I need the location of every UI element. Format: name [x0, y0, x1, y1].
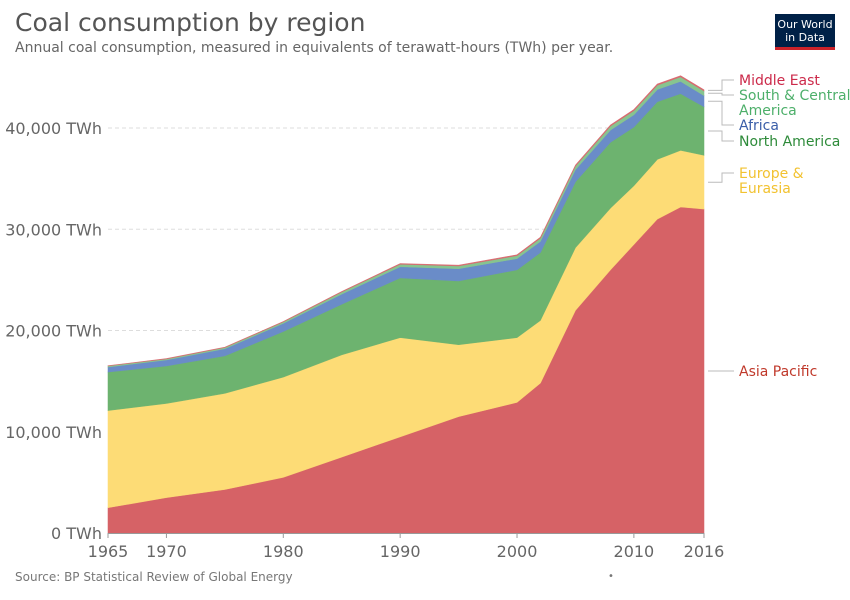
- series-label: Middle East: [739, 73, 820, 89]
- x-tick-label: 1990: [380, 542, 421, 561]
- series-area-middle-east: [107, 75, 705, 367]
- chart-subtitle: Annual coal consumption, measured in equ…: [15, 40, 614, 56]
- x-tick-label: 2016: [684, 542, 725, 561]
- y-tick-label: 10,000 TWh: [5, 423, 102, 442]
- y-tick-label: 40,000 TWh: [5, 119, 102, 138]
- series-label: North America: [739, 134, 840, 150]
- x-tick-label: 1970: [146, 542, 187, 561]
- series-label-line: Asia Pacific: [739, 364, 817, 380]
- label-leader-line: [708, 92, 734, 96]
- y-tick-label: 0 TWh: [51, 524, 102, 543]
- label-leader-line: [708, 79, 734, 91]
- y-tick-label: 30,000 TWh: [5, 220, 102, 239]
- series-label: South & Central America: [739, 88, 850, 119]
- series-label: Asia Pacific: [739, 364, 817, 380]
- separator-dot: •: [608, 571, 614, 582]
- series-label-line: Middle East: [739, 73, 820, 89]
- series-label-line: America: [739, 103, 797, 119]
- x-tick-label: 2010: [614, 542, 655, 561]
- logo-line-2: in Data: [785, 31, 825, 44]
- x-tick-label: 2000: [497, 542, 538, 561]
- series-label-line: South & Central: [739, 88, 850, 104]
- series-label: Africa: [739, 118, 779, 134]
- chart-title: Coal consumption by region: [15, 8, 366, 37]
- source-note[interactable]: Source: BP Statistical Review of Global …: [15, 570, 293, 584]
- series-label-line: Europe &: [739, 166, 804, 182]
- series-label: Europe & Eurasia: [739, 166, 804, 197]
- label-leader-line: [708, 130, 734, 142]
- label-leader-line: [708, 172, 734, 183]
- y-tick-label: 20,000 TWh: [5, 322, 102, 341]
- series-label-line: North America: [739, 134, 840, 150]
- x-tick-label: 1965: [88, 542, 129, 561]
- label-leader-line: [708, 100, 734, 126]
- owid-logo[interactable]: Our World in Data: [775, 14, 835, 50]
- series-label-line: Africa: [739, 118, 779, 134]
- series-label-line: Eurasia: [739, 181, 791, 197]
- logo-line-1: Our World: [777, 18, 833, 31]
- x-tick-label: 1980: [263, 542, 304, 561]
